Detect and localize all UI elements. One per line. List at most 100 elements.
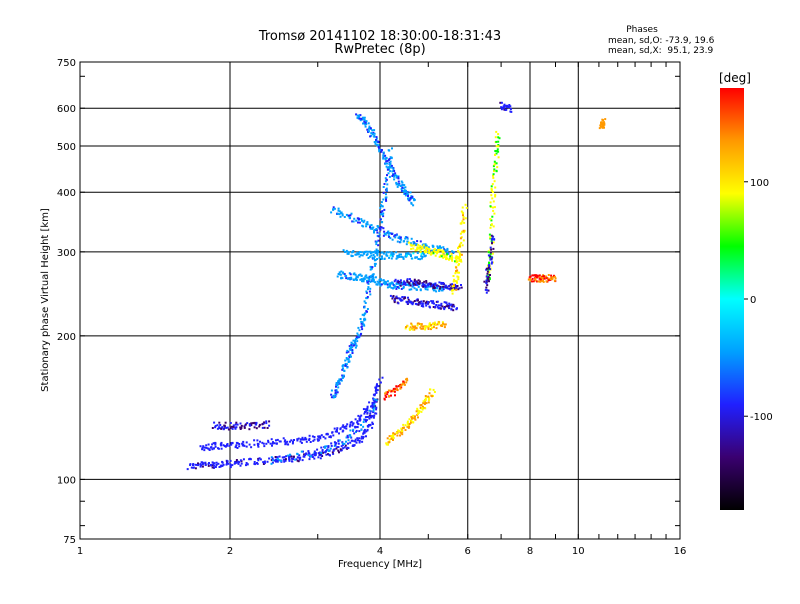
data-point-1 — [220, 441, 223, 444]
data-point-4 — [341, 374, 344, 377]
data-point-3 — [343, 442, 346, 445]
data-point-18 — [545, 280, 548, 283]
data-point-17 — [486, 289, 489, 292]
data-point-8 — [402, 190, 405, 193]
data-point-15 — [465, 206, 468, 209]
data-point-3 — [278, 459, 281, 462]
data-point-3 — [358, 430, 361, 433]
data-point-9 — [399, 297, 401, 300]
data-point-1 — [291, 442, 294, 445]
data-point-18 — [538, 276, 541, 279]
data-point-13 — [390, 394, 392, 397]
data-point-15 — [458, 254, 461, 257]
data-point-5 — [389, 284, 392, 287]
data-point-8 — [400, 188, 403, 191]
data-point-1 — [360, 414, 363, 417]
x-axis-label: Frequency [MHz] — [338, 559, 422, 570]
data-point-7 — [421, 252, 424, 254]
data-point-0 — [362, 431, 365, 434]
data-point-1 — [253, 443, 256, 446]
data-point-14 — [424, 326, 427, 329]
data-point-17 — [483, 280, 486, 283]
data-point-11 — [413, 244, 416, 247]
data-point-8 — [364, 123, 367, 126]
data-point-3 — [271, 457, 274, 460]
data-point-10 — [418, 282, 421, 285]
data-point-18 — [531, 274, 534, 277]
data-point-19 — [505, 104, 508, 107]
data-point-7 — [358, 251, 361, 253]
data-point-6 — [387, 234, 390, 237]
data-point-5 — [396, 286, 399, 288]
data-point-10 — [406, 279, 409, 282]
data-point-6 — [384, 233, 387, 236]
data-point-7 — [363, 250, 366, 253]
data-point-10 — [429, 283, 432, 285]
data-point-0 — [355, 441, 358, 444]
data-point-2 — [222, 428, 225, 431]
data-point-4 — [338, 382, 341, 385]
data-point-8 — [403, 192, 406, 195]
data-point-0 — [353, 444, 356, 447]
data-point-7 — [347, 251, 350, 254]
data-point-1 — [236, 447, 239, 449]
data-point-6 — [439, 246, 442, 249]
data-point-7 — [369, 250, 372, 253]
data-point-14 — [431, 326, 434, 329]
data-point-8 — [386, 166, 389, 169]
data-point-17 — [489, 274, 491, 276]
data-point-1 — [300, 438, 302, 441]
data-point-5 — [436, 287, 439, 290]
data-point-8 — [406, 192, 409, 195]
data-point-16 — [494, 162, 497, 165]
data-point-12 — [417, 412, 419, 415]
data-point-8 — [378, 148, 381, 151]
data-point-4 — [374, 264, 377, 267]
data-point-6 — [423, 246, 426, 249]
data-point-1 — [300, 441, 303, 444]
data-point-14 — [414, 325, 417, 328]
data-point-11 — [450, 255, 453, 258]
data-point-4 — [343, 369, 346, 372]
data-point-0 — [283, 456, 286, 459]
data-point-11 — [423, 251, 426, 254]
data-point-0 — [366, 424, 369, 427]
data-point-6 — [383, 230, 386, 233]
data-point-3 — [342, 443, 344, 446]
data-point-5 — [357, 274, 360, 277]
data-point-11 — [428, 251, 431, 254]
data-point-11 — [454, 256, 457, 259]
data-point-0 — [204, 464, 207, 466]
data-point-7 — [427, 252, 429, 254]
data-point-10 — [415, 283, 418, 286]
data-point-15 — [457, 250, 460, 253]
data-point-4 — [377, 239, 380, 242]
data-point-2 — [254, 423, 257, 426]
data-point-2 — [216, 427, 219, 430]
data-point-10 — [449, 283, 452, 286]
data-point-4 — [379, 218, 382, 221]
data-point-4 — [374, 262, 377, 265]
data-point-6 — [349, 217, 351, 220]
data-point-13 — [399, 385, 402, 388]
data-point-2 — [224, 421, 227, 424]
data-point-1 — [206, 447, 209, 450]
data-point-6 — [399, 237, 402, 240]
data-point-18 — [542, 280, 545, 283]
data-point-0 — [194, 467, 197, 470]
data-point-5 — [349, 277, 352, 280]
data-point-12 — [406, 425, 409, 428]
data-point-1 — [377, 385, 380, 388]
data-point-5 — [366, 279, 368, 282]
data-point-9 — [392, 295, 395, 297]
data-point-4 — [363, 314, 366, 317]
data-point-5 — [401, 281, 404, 284]
data-point-2 — [248, 423, 251, 426]
data-point-11 — [424, 246, 427, 249]
data-point-4 — [364, 302, 367, 304]
data-point-11 — [442, 249, 445, 252]
data-point-1 — [243, 444, 246, 447]
data-point-14 — [416, 324, 419, 327]
data-point-6 — [389, 237, 392, 240]
data-point-1 — [364, 408, 367, 411]
